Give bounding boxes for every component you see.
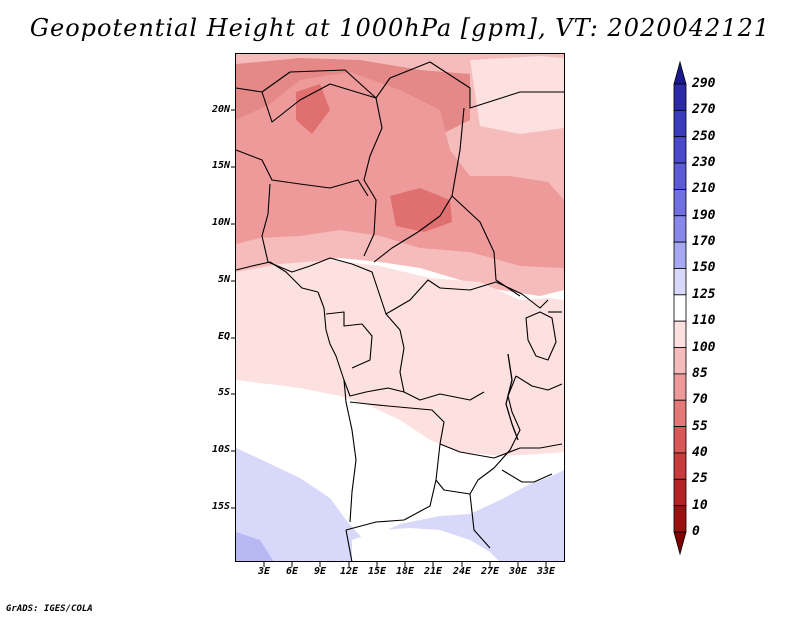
colorbar-block xyxy=(673,426,687,454)
lon-label: 3E xyxy=(257,566,271,577)
colorbar-label: 270 xyxy=(692,102,716,118)
colorbar-label: 110 xyxy=(692,313,716,329)
colorbar-block xyxy=(673,373,687,401)
field-region xyxy=(236,448,564,562)
lon-label: 33E xyxy=(536,566,556,577)
lat-label: 5N xyxy=(217,274,230,285)
colorbar-block xyxy=(673,189,687,217)
colorbar-block xyxy=(673,452,687,480)
colorbar-block xyxy=(673,320,687,348)
colorbar-label: 40 xyxy=(692,444,708,460)
colorbar-block xyxy=(673,215,687,243)
lat-label: 5S xyxy=(217,387,230,398)
colorbar-block xyxy=(673,478,687,507)
colorbar-label: 100 xyxy=(692,339,716,355)
colorbar-label: 25 xyxy=(692,471,708,487)
lon-label: 18E xyxy=(395,566,415,577)
colorbar-block xyxy=(673,268,687,296)
colorbar-block xyxy=(673,162,687,190)
colorbar-block xyxy=(673,136,687,164)
colorbar-block xyxy=(673,347,687,375)
colorbar-block xyxy=(673,109,687,138)
lon-label: 9E xyxy=(313,566,327,577)
colorbar-label: 70 xyxy=(692,392,708,408)
colorbar-label: 150 xyxy=(692,260,716,276)
colorbar-label: 230 xyxy=(692,155,716,171)
colorbar-block xyxy=(673,241,687,269)
lat-label: 15N xyxy=(211,160,230,171)
lat-label: 10N xyxy=(211,217,230,228)
field-region xyxy=(236,260,564,456)
lon-label: 30E xyxy=(508,566,528,577)
map-title: Geopotential Height at 1000hPa [gpm], VT… xyxy=(29,14,771,42)
lon-label: 12E xyxy=(339,566,359,577)
colorbar-label: 210 xyxy=(692,181,716,197)
colorbar xyxy=(673,60,687,556)
colorbar-label: 10 xyxy=(692,497,708,513)
colorbar-label: 170 xyxy=(692,234,716,250)
colorbar-label: 290 xyxy=(692,76,716,91)
map-frame xyxy=(235,53,565,562)
colorbar-block xyxy=(673,83,687,111)
lon-label: 24E xyxy=(452,566,472,577)
lon-label: 27E xyxy=(480,566,500,577)
colorbar-top-arrow xyxy=(673,60,687,85)
footer-credit: GrADS: IGES/COLA xyxy=(6,604,93,614)
field-region xyxy=(390,188,452,232)
colorbar-label: 0 xyxy=(692,524,700,539)
colorbar-bottom-arrow xyxy=(673,531,687,556)
lon-label: 6E xyxy=(285,566,299,577)
field-region xyxy=(236,532,274,562)
colorbar-label: 55 xyxy=(692,418,708,434)
axis-ticks xyxy=(231,109,547,567)
lat-label: EQ xyxy=(217,331,230,342)
lat-label: 15S xyxy=(211,501,230,512)
field-region xyxy=(352,528,500,562)
colorbar-block xyxy=(673,294,687,322)
field-region xyxy=(296,84,330,134)
colorbar-label: 85 xyxy=(692,365,708,381)
height-field-fills xyxy=(236,54,564,562)
colorbar-label: 250 xyxy=(692,128,716,144)
colorbar-block xyxy=(673,505,687,533)
colorbar-label: 190 xyxy=(692,207,716,223)
lat-label: 10S xyxy=(211,444,230,455)
lat-label: 20N xyxy=(211,104,230,115)
lon-label: 15E xyxy=(367,566,387,577)
colorbar-label: 125 xyxy=(692,286,716,302)
country-borders xyxy=(235,61,565,563)
colorbar-block xyxy=(673,399,687,427)
field-region xyxy=(470,56,564,134)
lon-label: 21E xyxy=(423,566,443,577)
